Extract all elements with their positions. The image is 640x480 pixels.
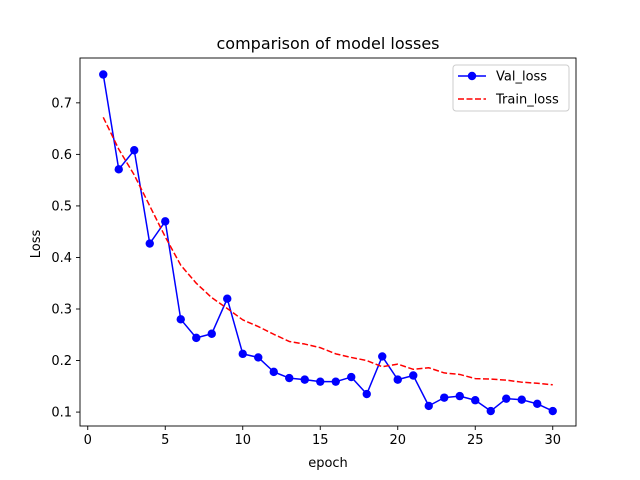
y-axis-label: Loss [29, 230, 44, 259]
x-tick-label: 25 [467, 433, 484, 448]
y-tick-label: 0.3 [51, 303, 72, 318]
data-point-val-loss [114, 165, 123, 174]
data-point-val-loss [548, 406, 557, 416]
data-point-val-loss [486, 406, 495, 416]
data-point-val-loss [176, 315, 185, 324]
data-point-val-loss [347, 372, 356, 382]
legend-label: Train_loss [495, 93, 559, 108]
data-point-val-loss [316, 377, 325, 386]
y-tick-label: 0.1 [51, 406, 72, 421]
series-line-train-loss [102, 116, 553, 386]
y-tick-label: 0.7 [51, 96, 72, 111]
data-point-val-loss [145, 239, 154, 248]
plot-area: 0 5 10 15 20 25 30 0.1 0.2 0.3 0.4 0.5 0.6 0.7 [51, 57, 577, 448]
chart-title: comparison of model losses [216, 34, 439, 53]
data-point-val-loss [207, 329, 216, 338]
data-point-val-loss [254, 353, 263, 362]
x-tick-label: 5 [161, 433, 169, 448]
y-tick-label: 0.4 [51, 251, 72, 266]
data-point-val-loss [269, 367, 278, 377]
legend-label: Val_loss [496, 70, 547, 85]
data-point-val-loss [533, 399, 542, 409]
data-point-val-loss [223, 294, 232, 303]
x-tick-label: 30 [544, 433, 561, 448]
legend: Val_loss Train_loss [452, 64, 570, 112]
data-point-val-loss [238, 349, 247, 359]
y-tick-label: 0.5 [51, 199, 72, 214]
data-point-val-loss [300, 375, 309, 384]
data-point-val-loss [424, 401, 433, 411]
x-tick-label: 10 [234, 433, 251, 448]
x-tick-label: 20 [389, 433, 406, 448]
data-point-val-loss [502, 394, 511, 403]
x-axis-label: epoch [308, 456, 348, 471]
data-point-val-loss [440, 393, 449, 402]
data-point-val-loss [99, 70, 108, 79]
legend-marker [467, 71, 477, 81]
data-point-val-loss [192, 333, 201, 343]
y-tick-label: 0.2 [51, 354, 72, 369]
data-point-val-loss [409, 371, 418, 380]
data-point-val-loss [331, 377, 340, 386]
x-tick-label: 15 [312, 433, 329, 448]
data-point-val-loss [161, 217, 170, 226]
data-point-val-loss [455, 391, 464, 401]
data-point-val-loss [378, 352, 387, 361]
data-point-val-loss [393, 375, 402, 384]
data-point-val-loss [285, 373, 294, 383]
data-point-val-loss [362, 389, 371, 399]
data-point-val-loss [130, 146, 139, 155]
data-point-val-loss [517, 395, 526, 404]
x-tick-label: 0 [84, 433, 92, 448]
y-tick-label: 0.6 [51, 148, 72, 163]
data-point-val-loss [471, 396, 480, 405]
axes-frame [79, 57, 577, 427]
